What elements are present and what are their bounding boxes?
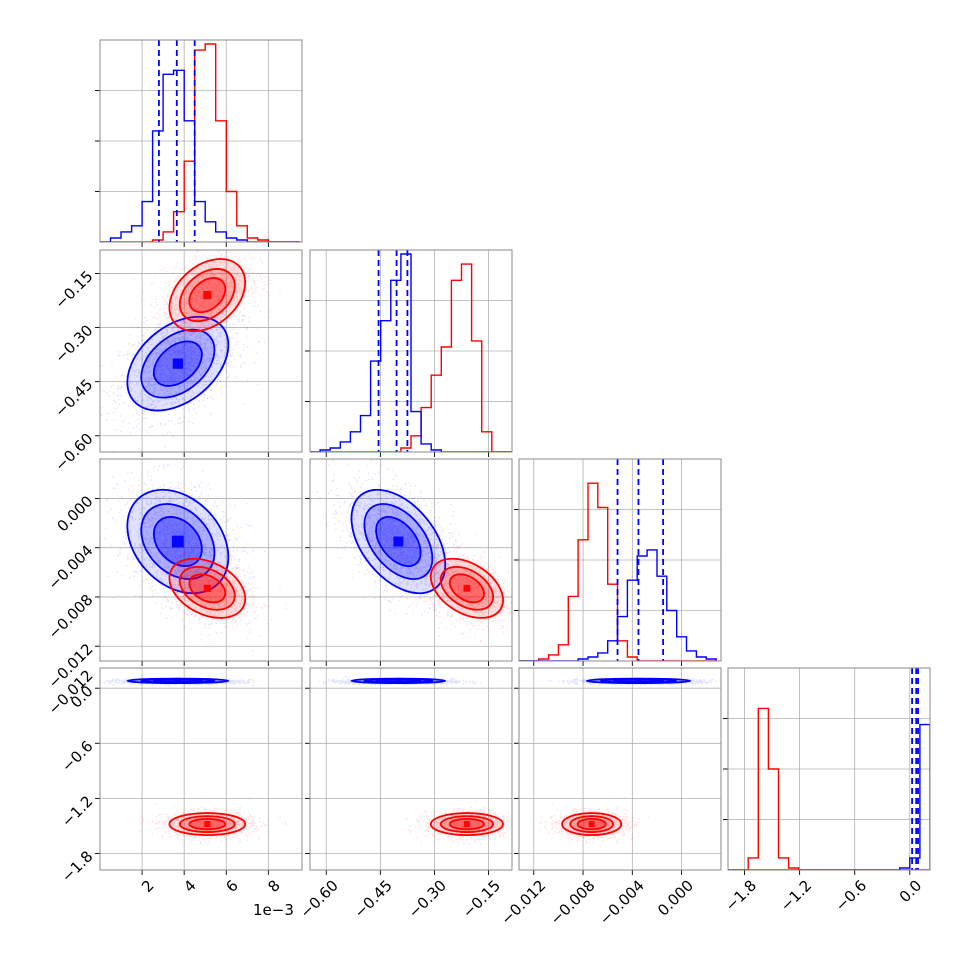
x-tick-label: 0.0 [896, 876, 926, 906]
y-tick-label: −0.60 [51, 430, 96, 475]
histogram-group [519, 459, 717, 661]
contour-group [126, 488, 247, 619]
histogram-blue [519, 549, 717, 661]
x-tick-label: −0.45 [351, 876, 396, 921]
density-peak [588, 821, 595, 828]
scatter-points [101, 282, 271, 452]
y-tick-label: −0.15 [51, 267, 96, 312]
density-peak [172, 358, 184, 369]
frames-layer [95, 39, 931, 875]
scatter-points [133, 250, 281, 363]
histogram-panel-frame [727, 667, 931, 871]
density-peak [171, 535, 184, 548]
x-tick-label: −0.012 [497, 876, 549, 928]
scatter-panel-frame [99, 249, 303, 453]
x-tick-label: 0.000 [654, 876, 697, 919]
x-multiplier-label: 1e−3 [253, 901, 294, 919]
contour-group [561, 677, 692, 837]
contour-group [350, 488, 504, 619]
y-tick-label: −0.30 [51, 321, 96, 366]
histogram-panel-frame [309, 249, 513, 453]
scatter-points [139, 536, 287, 644]
density-peak [635, 677, 642, 684]
x-tick-label: −0.008 [547, 876, 599, 928]
scatter-panel-frame [518, 667, 722, 871]
scatter-points [103, 459, 272, 652]
x-tick-label: −0.004 [596, 876, 648, 928]
histogram-red [310, 263, 512, 452]
density-peak [203, 290, 212, 300]
y-tick-label: −0.6 [58, 737, 96, 775]
density-peak [174, 677, 181, 684]
x-tick-label: −1.2 [777, 876, 815, 914]
histogram-red [100, 43, 300, 242]
y-tick-label: −1.8 [58, 847, 96, 885]
scatter-cloud [101, 250, 281, 452]
histogram-blue [100, 69, 300, 242]
density-peak [463, 584, 471, 592]
y-tick-label: −0.004 [45, 542, 97, 594]
scatter-panel-frame [309, 667, 513, 871]
histogram-group [310, 250, 512, 452]
histogram-red [519, 482, 717, 661]
histogram-blue [728, 723, 930, 870]
x-tick-label: 6 [222, 876, 241, 895]
contour-group [126, 258, 247, 412]
x-tick-label: −0.30 [405, 876, 450, 921]
x-tick-label: 4 [180, 876, 199, 895]
y-tick-label: −1.2 [58, 792, 96, 830]
density-peak [395, 677, 402, 684]
scatter-panel-frame [309, 458, 513, 662]
histogram-group [100, 40, 300, 242]
x-tick-label: 8 [264, 876, 283, 895]
scatter-layer [100, 40, 930, 870]
density-peak [203, 584, 211, 592]
marks-layer [100, 40, 930, 870]
y-tick-label: −0.008 [45, 591, 97, 643]
x-tick-label: −1.8 [722, 876, 760, 914]
scatter-points [139, 797, 287, 845]
density-peak [463, 821, 470, 828]
scatter-panel-frame [99, 458, 303, 662]
histogram-panel-frame [518, 458, 722, 662]
density-peak [204, 821, 211, 828]
x-tick-label: 2 [138, 876, 157, 895]
contour-group [126, 677, 247, 837]
histogram-panel-frame [99, 39, 303, 243]
contour-group [350, 677, 504, 837]
scatter-panel-frame [99, 667, 303, 871]
x-tick-label: −0.60 [297, 876, 342, 921]
x-tick-label: −0.6 [832, 876, 870, 914]
histogram-group [728, 668, 930, 870]
y-tick-label: −0.45 [51, 375, 96, 420]
histogram-red [728, 707, 930, 870]
scatter-cloud [103, 459, 287, 652]
density-peak [393, 536, 404, 547]
y-tick-label: 0.000 [53, 492, 96, 535]
scatter-points [538, 797, 650, 845]
